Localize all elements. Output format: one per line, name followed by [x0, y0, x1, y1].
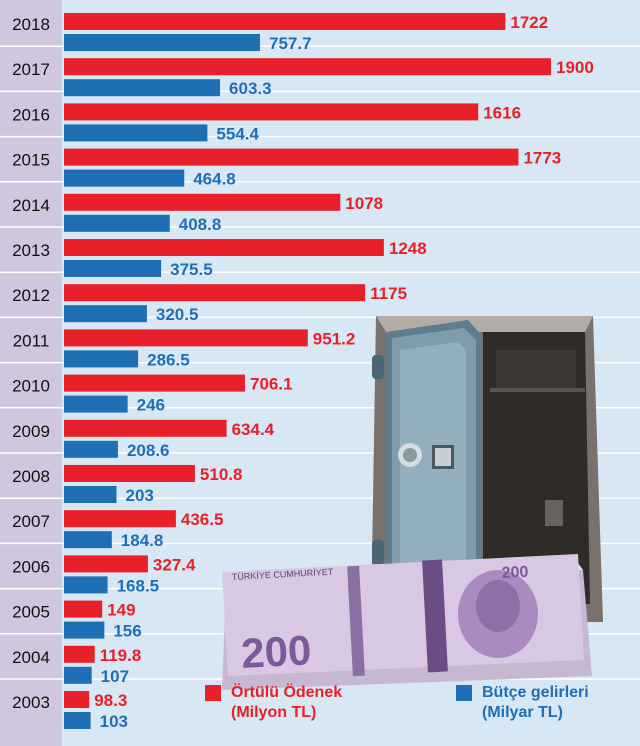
value-label-butce-gelirleri-2013: 375.5 [170, 260, 213, 279]
bar-butce-gelirleri-2005 [64, 621, 105, 639]
year-label-2006: 2006 [12, 557, 50, 576]
year-label-2003: 2003 [12, 693, 50, 712]
year-labels: 2018 2017 2016 2015 2014 2013 2012 2011 2010 2009… [12, 15, 50, 712]
value-label-ortulu-odenek-2008: 510.8 [200, 465, 243, 484]
year-label-2012: 2012 [12, 286, 50, 305]
bar-butce-gelirleri-2017 [64, 79, 221, 97]
bar-ortulu-odenek-2012 [64, 284, 366, 302]
value-label-butce-gelirleri-2008: 203 [126, 486, 154, 505]
year-label-2009: 2009 [12, 422, 50, 441]
banknote-denomination: 200 [240, 626, 312, 677]
value-label-ortulu-odenek-2016: 1616 [483, 103, 521, 122]
year-label-2018: 2018 [12, 15, 50, 34]
bar-butce-gelirleri-2006 [64, 576, 108, 594]
value-label-ortulu-odenek-2017: 1900 [556, 58, 594, 77]
value-label-ortulu-odenek-2010: 706.1 [250, 375, 293, 394]
bar-butce-gelirleri-2010 [64, 395, 128, 413]
bar-butce-gelirleri-2013 [64, 260, 162, 277]
legend-unit-ortulu-odenek: (Milyon TL) [231, 704, 317, 721]
bar-ortulu-odenek-2011 [64, 329, 308, 347]
value-label-butce-gelirleri-2003: 103 [100, 712, 128, 731]
bar-butce-gelirleri-2009 [64, 440, 118, 458]
value-label-butce-gelirleri-2010: 246 [137, 396, 165, 415]
bar-ortulu-odenek-2014 [64, 193, 341, 211]
bar-butce-gelirleri-2018 [64, 34, 260, 51]
value-label-butce-gelirleri-2006: 168.5 [117, 576, 160, 595]
bar-butce-gelirleri-2004 [64, 666, 92, 684]
bar-ortulu-odenek-2004 [64, 645, 95, 663]
banknote-stack-icon: TÜRKİYE CUMHURİYET 200 200 [222, 554, 592, 690]
value-label-ortulu-odenek-2003: 98.3 [94, 691, 127, 710]
value-label-ortulu-odenek-2012: 1175 [370, 284, 407, 303]
value-label-ortulu-odenek-2015: 1773 [523, 149, 561, 168]
legend-swatch-red [205, 685, 221, 701]
bars-layer: 1722 757.7 1900 603.3 1616 554.4 1773 464.8 1078… [64, 13, 594, 731]
year-axis-strip [0, 0, 62, 746]
safe-icon [371, 316, 603, 622]
bar-ortulu-odenek-2015 [64, 148, 519, 166]
value-label-butce-gelirleri-2011: 286.5 [147, 350, 190, 369]
bar-butce-gelirleri-2016 [64, 124, 208, 142]
year-label-2017: 2017 [12, 60, 50, 79]
value-label-butce-gelirleri-2009: 208.6 [127, 441, 170, 460]
value-label-ortulu-odenek-2007: 436.5 [181, 510, 224, 529]
year-label-2007: 2007 [12, 512, 50, 531]
value-label-ortulu-odenek-2004: 119.8 [100, 646, 142, 665]
bar-ortulu-odenek-2005 [64, 600, 103, 618]
value-label-butce-gelirleri-2005: 156 [113, 622, 141, 641]
bar-ortulu-odenek-2010 [64, 374, 245, 392]
legend-item-ortulu-odenek: Örtülü Ödenek (Milyon TL) [205, 683, 342, 723]
bar-ortulu-odenek-2016 [64, 103, 479, 121]
value-label-butce-gelirleri-2004: 107 [101, 667, 129, 686]
legend-item-butce-gelirleri: Bütçe gelirleri (Milyar TL) [456, 683, 589, 723]
legend-label-butce-gelirleri: Bütçe gelirleri [482, 684, 589, 701]
year-label-2011: 2011 [13, 331, 50, 350]
bar-butce-gelirleri-2003 [64, 712, 91, 729]
legend-unit-butce-gelirleri: (Milyar TL) [482, 704, 563, 721]
value-label-butce-gelirleri-2007: 184.8 [121, 531, 164, 550]
year-label-2016: 2016 [12, 105, 50, 124]
bar-butce-gelirleri-2008 [64, 486, 117, 503]
bar-butce-gelirleri-2015 [64, 169, 185, 187]
year-label-2004: 2004 [12, 648, 50, 667]
value-label-ortulu-odenek-2014: 1078 [345, 194, 383, 213]
year-label-2005: 2005 [12, 603, 50, 622]
year-label-2010: 2010 [12, 377, 50, 396]
value-label-butce-gelirleri-2015: 464.8 [193, 170, 236, 189]
year-label-2013: 2013 [12, 241, 50, 260]
bar-butce-gelirleri-2012 [64, 305, 147, 323]
bar-butce-gelirleri-2011 [64, 350, 139, 368]
bar-butce-gelirleri-2014 [64, 214, 170, 232]
legend-swatch-blue [456, 685, 472, 701]
value-label-ortulu-odenek-2006: 327.4 [153, 555, 196, 574]
value-label-ortulu-odenek-2009: 634.4 [232, 420, 275, 439]
banknote-denomination-small: 200 [501, 564, 529, 582]
bar-ortulu-odenek-2007 [64, 510, 176, 528]
year-label-2008: 2008 [12, 467, 50, 486]
bar-ortulu-odenek-2013 [64, 239, 384, 256]
value-label-butce-gelirleri-2018: 757.7 [269, 34, 312, 53]
value-label-butce-gelirleri-2017: 603.3 [229, 79, 272, 98]
year-label-2014: 2014 [12, 196, 50, 215]
value-label-butce-gelirleri-2014: 408.8 [179, 215, 222, 234]
value-label-ortulu-odenek-2005: 149 [107, 601, 135, 620]
bar-ortulu-odenek-2017 [64, 58, 551, 76]
value-label-butce-gelirleri-2016: 554.4 [216, 124, 259, 143]
bar-ortulu-odenek-2008 [64, 465, 195, 482]
value-label-butce-gelirleri-2012: 320.5 [156, 305, 199, 324]
legend-label-ortulu-odenek: Örtülü Ödenek [231, 684, 343, 701]
bar-butce-gelirleri-2007 [64, 531, 112, 549]
value-label-ortulu-odenek-2018: 1722 [510, 13, 548, 32]
year-label-2015: 2015 [12, 151, 50, 170]
bar-ortulu-odenek-2003 [64, 691, 90, 708]
bar-ortulu-odenek-2018 [64, 13, 506, 30]
value-label-ortulu-odenek-2011: 951.2 [313, 329, 356, 348]
value-label-ortulu-odenek-2013: 1248 [389, 239, 427, 258]
bar-ortulu-odenek-2009 [64, 419, 227, 437]
bar-ortulu-odenek-2006 [64, 555, 148, 573]
